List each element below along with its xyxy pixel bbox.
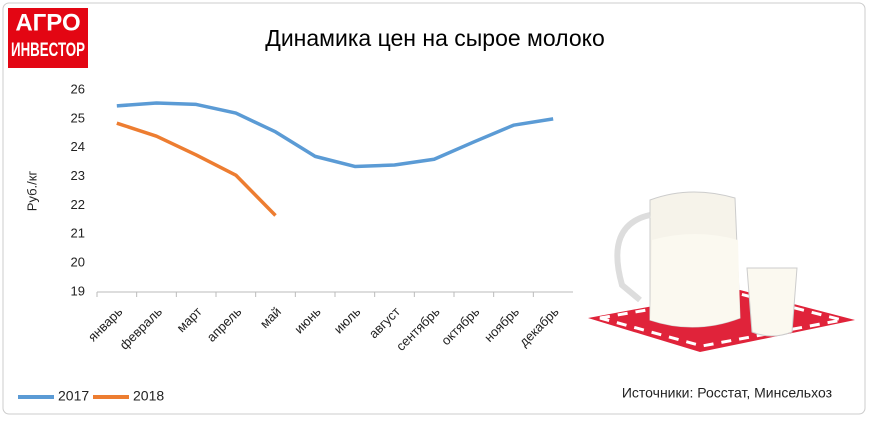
series-line <box>116 101 554 169</box>
y-axis-label: Руб./кг <box>24 171 39 212</box>
source: Источники: Росстат, Минсельхоз <box>622 385 832 401</box>
y-tick-label: 23 <box>71 168 85 183</box>
series-line <box>116 121 277 217</box>
y-tick-label: 25 <box>71 110 85 125</box>
y-tick-label: 19 <box>71 283 85 298</box>
legend-label: 2017 <box>58 388 89 404</box>
chart-title: Динамика цен на сырое молоко <box>265 25 605 51</box>
y-tick-label: 26 <box>71 81 85 96</box>
milk-illustration <box>588 191 855 352</box>
logo-text: ИНВЕСТОР <box>11 40 85 61</box>
y-tick-label: 22 <box>71 197 85 212</box>
y-tick-label: 24 <box>71 139 85 154</box>
legend-label: 2018 <box>133 388 164 404</box>
logo-text: АГРО <box>15 9 80 36</box>
y-tick-label: 21 <box>71 226 85 241</box>
logo <box>8 8 88 68</box>
y-tick-label: 20 <box>71 255 85 270</box>
